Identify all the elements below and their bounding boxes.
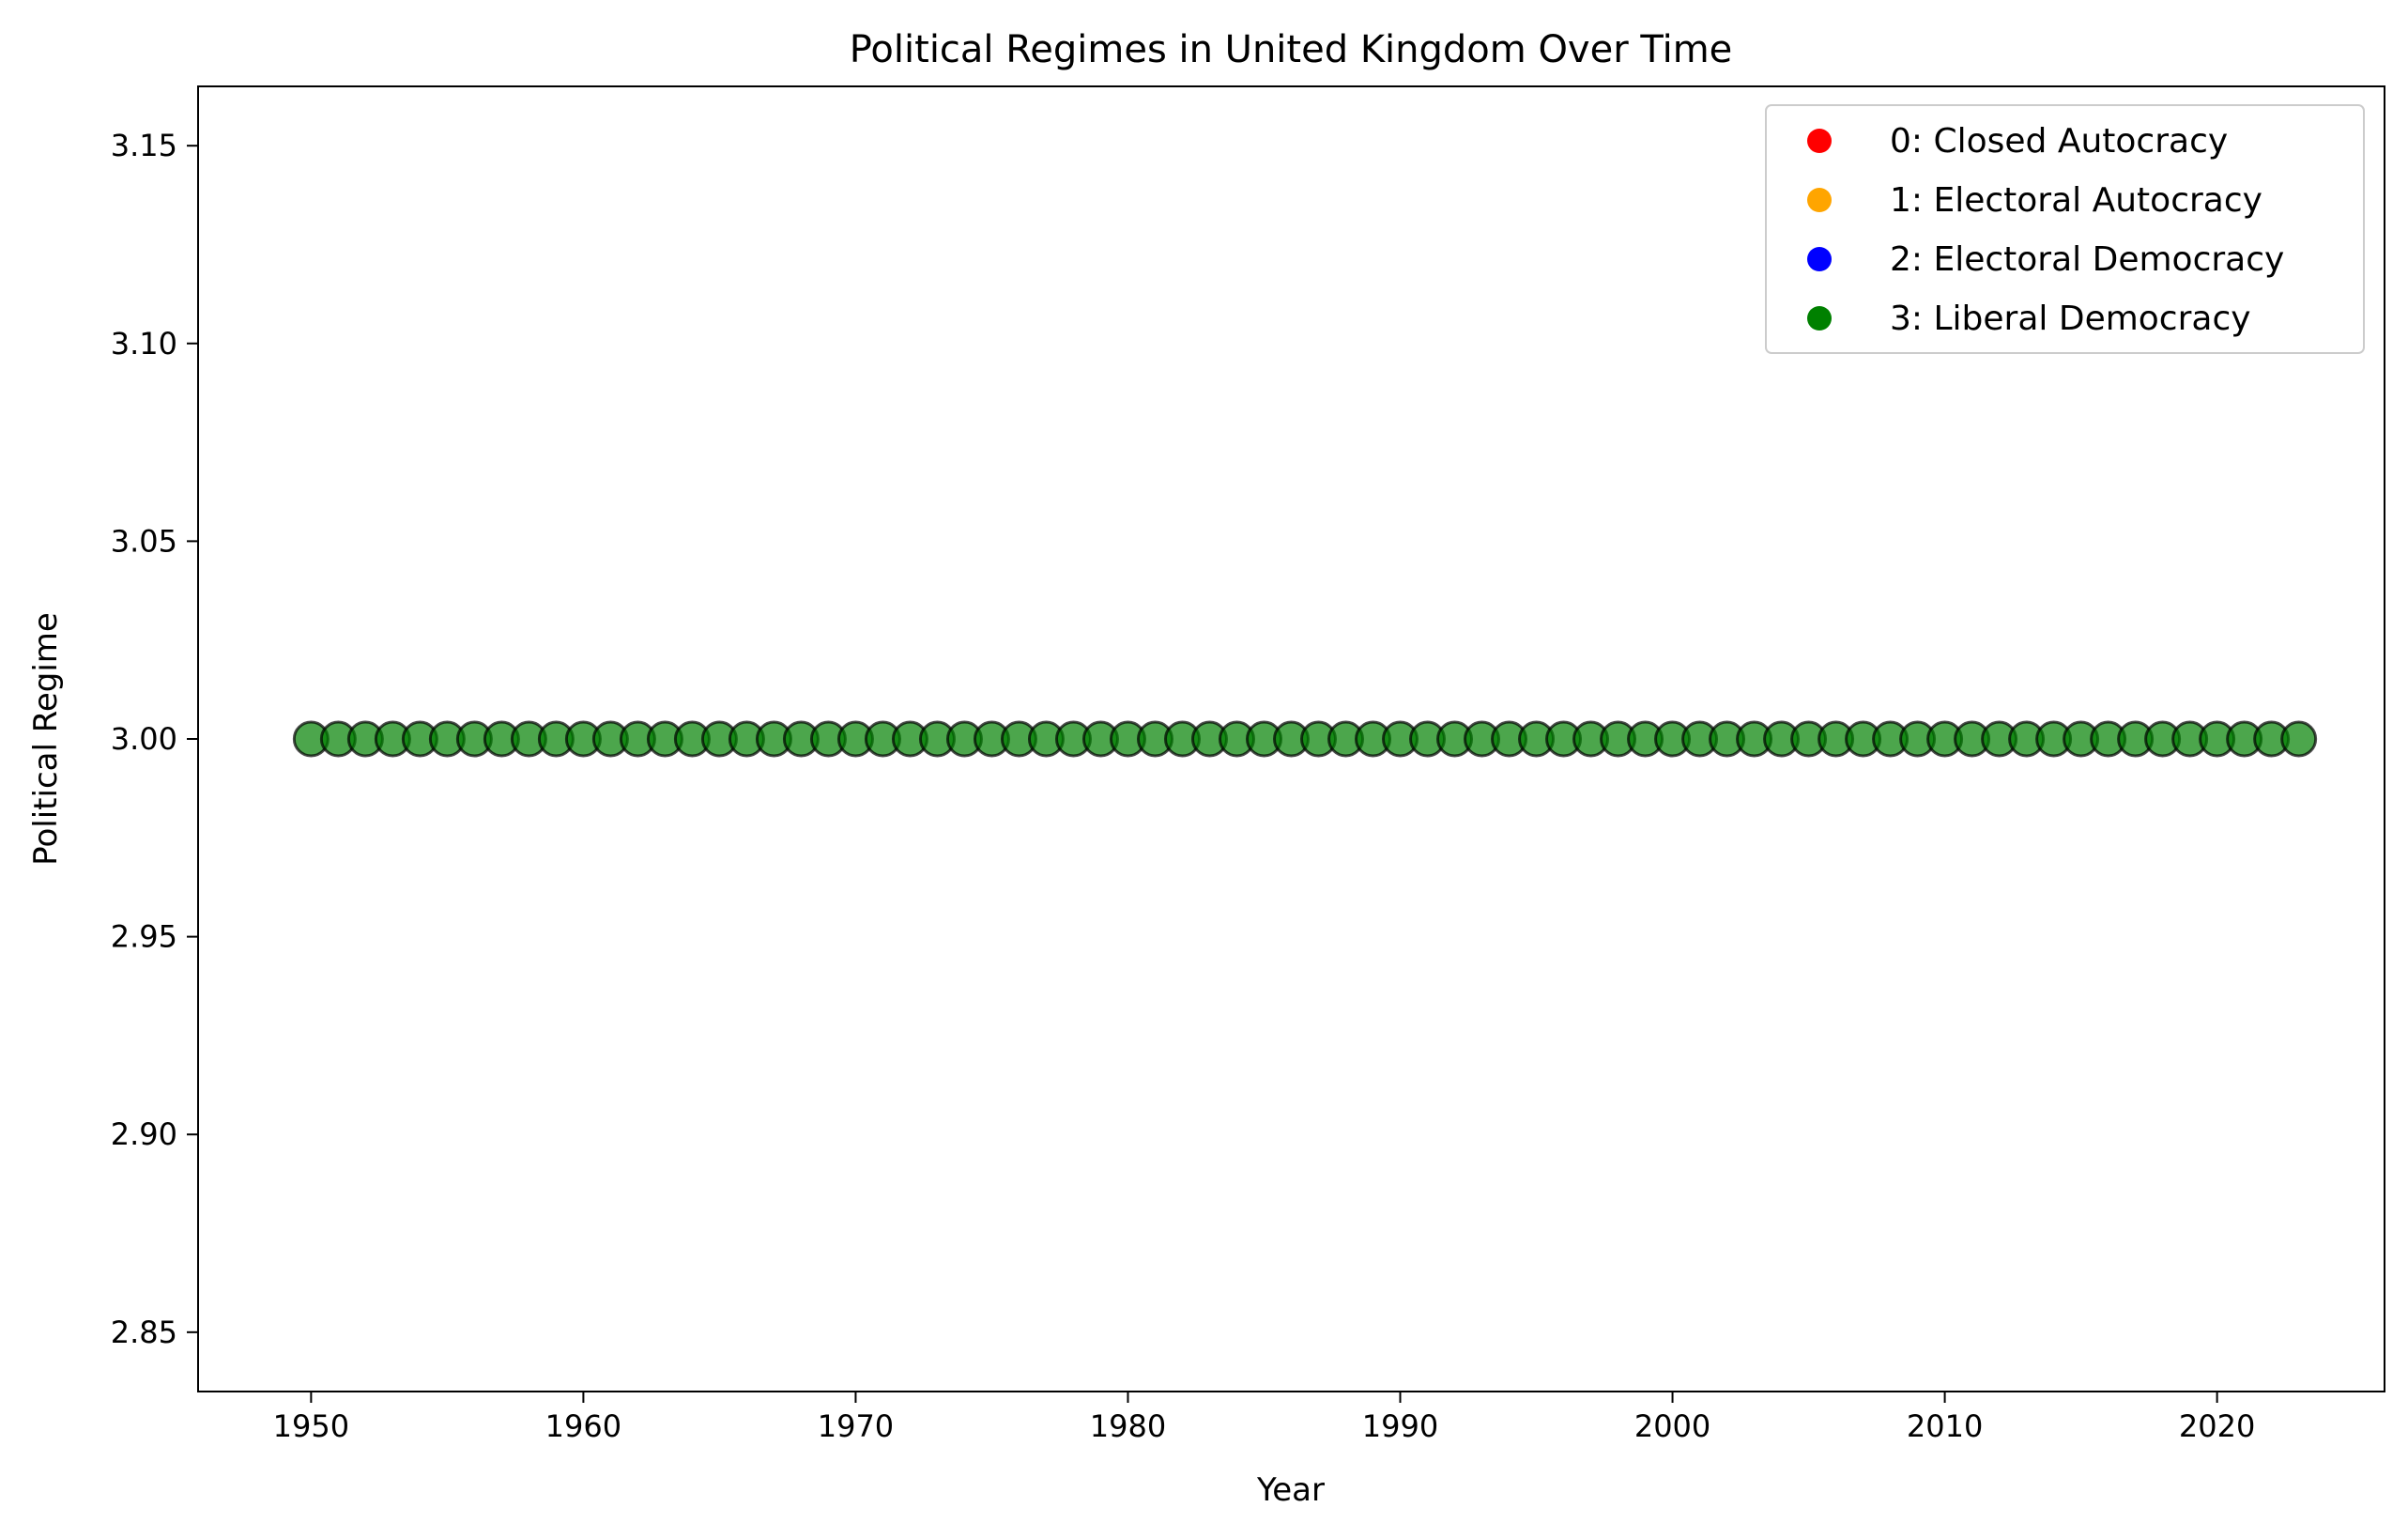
- chart-title: Political Regimes in United Kingdom Over…: [850, 28, 1733, 71]
- y-tick-label: 2.85: [111, 1315, 177, 1350]
- y-tick-label: 3.15: [111, 128, 177, 163]
- legend-box: [1765, 104, 2365, 354]
- legend-marker: [1807, 188, 1832, 212]
- x-tick-label: 1980: [1090, 1408, 1166, 1444]
- y-axis: 2.85 2.90 2.95 3.00 3.05 3.10 3.15: [111, 128, 198, 1350]
- y-tick-label: 2.95: [111, 919, 177, 955]
- legend: 0: Closed Autocracy 1: Electoral Autocrac…: [1765, 104, 2365, 354]
- legend-marker: [1807, 129, 1832, 153]
- x-tick-label: 1990: [1362, 1408, 1438, 1444]
- y-tick-label: 3.00: [111, 721, 177, 757]
- x-tick-label: 2010: [1907, 1408, 1983, 1444]
- x-axis: 1950 1960 1970 1980 1990 2000 2010 2020: [273, 1392, 2255, 1444]
- x-tick-label: 1960: [545, 1408, 621, 1444]
- x-tick-label: 2000: [1634, 1408, 1710, 1444]
- data-point: [2280, 720, 2318, 758]
- legend-marker: [1807, 247, 1832, 271]
- x-axis-label: Year: [1256, 1471, 1325, 1509]
- plot-area: [292, 720, 2318, 758]
- y-tick-label: 3.10: [111, 326, 177, 361]
- y-tick-label: 3.05: [111, 523, 177, 559]
- x-tick-label: 1970: [818, 1408, 894, 1444]
- y-tick-label: 2.90: [111, 1116, 177, 1152]
- legend-label: 2: Electoral Democracy: [1890, 240, 2284, 279]
- legend-marker: [1807, 306, 1832, 331]
- x-tick-label: 2020: [2179, 1408, 2255, 1444]
- legend-label: 0: Closed Autocracy: [1890, 122, 2228, 161]
- legend-label: 3: Liberal Democracy: [1890, 300, 2251, 338]
- legend-label: 1: Electoral Autocracy: [1890, 181, 2262, 220]
- x-tick-label: 1950: [273, 1408, 349, 1444]
- y-axis-label: Political Regime: [27, 612, 65, 866]
